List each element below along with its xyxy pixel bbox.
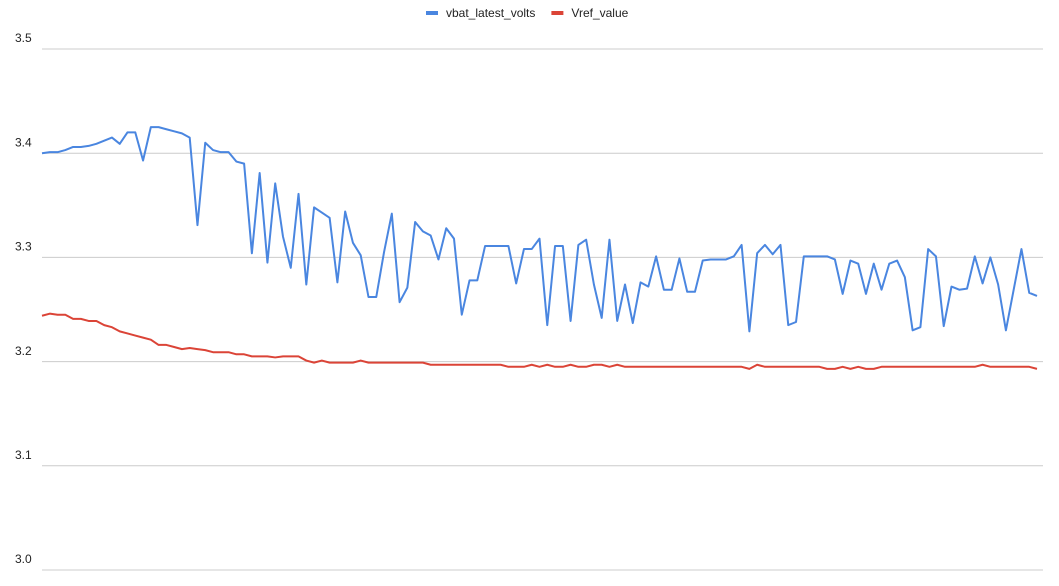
series-line [41, 126, 1038, 333]
y-tick-label: 3.5 [15, 31, 32, 45]
legend: vbat_latest_volts Vref_value [426, 6, 629, 20]
legend-label: vbat_latest_volts [446, 6, 535, 20]
legend-label: Vref_value [571, 6, 628, 20]
y-tick-label: 3.4 [15, 135, 32, 149]
y-tick-label: 3.2 [15, 344, 32, 358]
legend-swatch [551, 11, 564, 15]
y-tick-label: 3.1 [15, 448, 32, 462]
y-tick-label: 3.0 [15, 552, 32, 566]
series-line [41, 312, 1038, 370]
legend-swatch [426, 11, 438, 15]
y-tick-label: 3.3 [15, 240, 32, 254]
